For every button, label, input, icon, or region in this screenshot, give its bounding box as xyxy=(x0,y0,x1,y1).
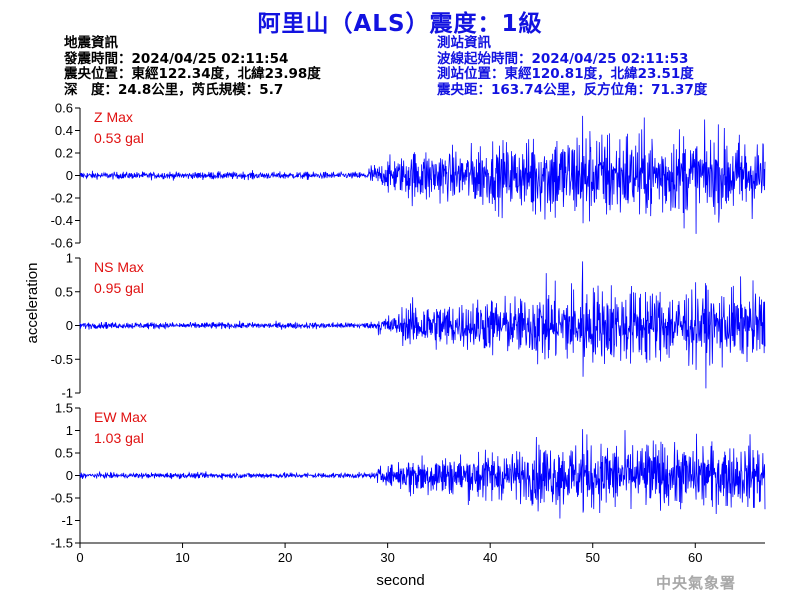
depth-magnitude: 深 度：24.8公里，芮氏規模：5.7 xyxy=(64,81,284,98)
panel-ns: -1 -0.5 0 0.5 1 NS Max 0.95 gal xyxy=(51,251,766,401)
max-label: Z Max xyxy=(94,109,133,125)
y-tick-label: 0.6 xyxy=(55,101,73,116)
y-tick-label: 1 xyxy=(66,251,73,266)
y-tick-label: 0.4 xyxy=(55,123,73,138)
y-axis-label: acceleration xyxy=(24,263,41,344)
earthquake-info-block: 地震資訊 發震時間：2024/04/25 02:11:54 震央位置：東經122… xyxy=(64,35,321,98)
y-tick-label: 1.5 xyxy=(55,401,73,416)
y-tick-label: 1 xyxy=(66,423,73,438)
y-tick-label: 0.5 xyxy=(55,446,73,461)
max-label: NS Max xyxy=(94,259,144,275)
y-tick-label: 0.2 xyxy=(55,146,73,161)
y-tick-label: 0 xyxy=(66,318,73,333)
y-tick-label: -1.5 xyxy=(51,536,73,551)
x-tick-label: 20 xyxy=(278,550,292,565)
y-tick-label: 0 xyxy=(66,468,73,483)
y-tick-label: -1 xyxy=(61,386,73,401)
station-info-heading: 測站資訊 xyxy=(437,35,491,51)
distance-azimuth: 震央距：163.74公里，反方位角：71.37度 xyxy=(437,81,708,98)
x-tick-label: 10 xyxy=(175,550,189,565)
station-info-block: 測站資訊 波線起始時間：2024/04/25 02:11:53 測站位置：東經1… xyxy=(437,35,708,98)
y-tick-label: -0.2 xyxy=(51,191,73,206)
epicenter-location: 震央位置：東經122.34度，北緯23.98度 xyxy=(64,66,321,82)
earthquake-info-heading: 地震資訊 xyxy=(64,35,118,51)
x-tick-label: 0 xyxy=(76,550,83,565)
station-location: 測站位置：東經120.81度，北緯23.51度 xyxy=(437,66,694,82)
y-tick-label: -0.5 xyxy=(51,352,73,367)
panel-z: -0.6 -0.4 -0.2 0 0.2 0.4 0.6 Z Max 0.53 gal xyxy=(51,101,766,251)
x-tick-label: 50 xyxy=(585,550,599,565)
origin-time: 發震時間：2024/04/25 02:11:54 xyxy=(64,50,289,67)
y-tick-label: -1 xyxy=(61,513,73,528)
x-axis-label: second xyxy=(376,572,424,589)
y-tick-label: 0.5 xyxy=(55,284,73,299)
max-value: 0.53 gal xyxy=(94,130,144,146)
x-tick-label: 40 xyxy=(483,550,497,565)
waveform-trace xyxy=(79,429,766,519)
chart-title: 阿里山（ALS）震度：1級 xyxy=(257,11,543,37)
waveform-trace xyxy=(79,115,766,234)
x-tick-label: 60 xyxy=(688,550,702,565)
waveform-trace xyxy=(79,261,766,389)
max-value: 1.03 gal xyxy=(94,430,144,446)
y-tick-label: -0.4 xyxy=(51,213,73,228)
x-tick-label: 30 xyxy=(380,550,394,565)
y-tick-label: -0.5 xyxy=(51,491,73,506)
max-value: 0.95 gal xyxy=(94,280,144,296)
max-label: EW Max xyxy=(94,409,147,425)
panel-ew: -1.5 -1 -0.5 0 0.5 1 1.5 EW Max 1.03 gal xyxy=(51,401,766,551)
waveform-start-time: 波線起始時間：2024/04/25 02:11:53 xyxy=(437,50,689,67)
y-tick-label: -0.6 xyxy=(51,236,73,251)
y-tick-label: 0 xyxy=(66,168,73,183)
agency-credit: 中央氣象署 xyxy=(656,574,737,592)
